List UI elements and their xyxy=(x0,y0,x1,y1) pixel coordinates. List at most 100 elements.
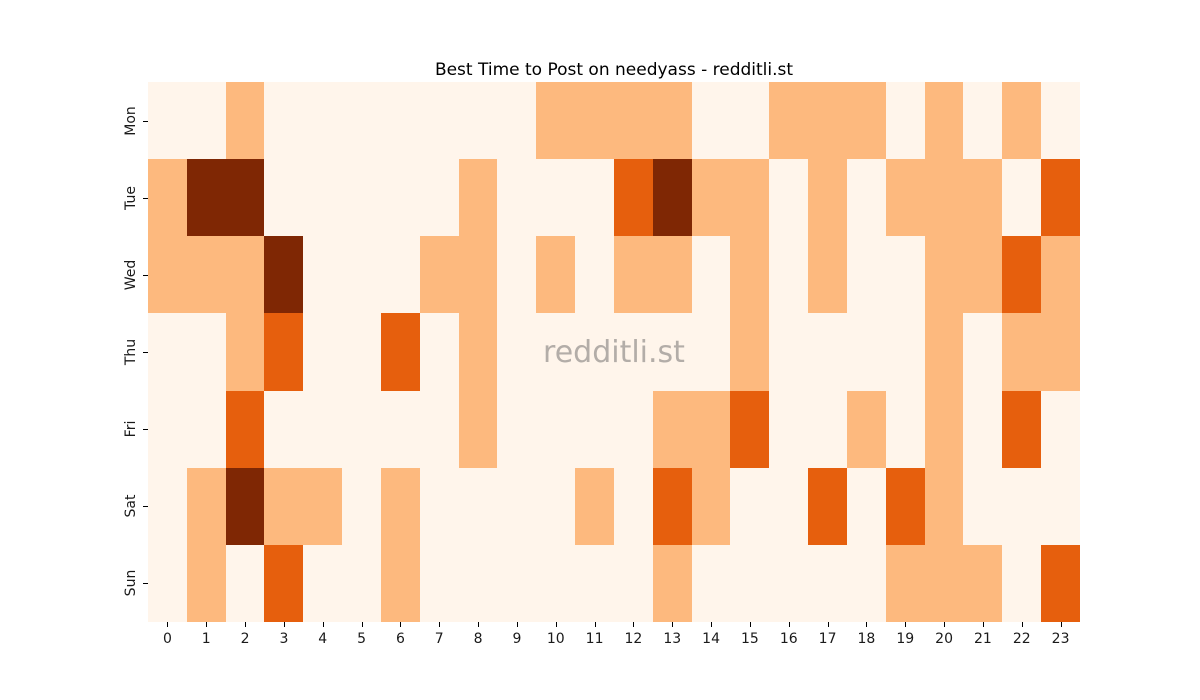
heatmap-cell xyxy=(380,159,420,237)
heatmap-cell xyxy=(264,236,304,314)
heatmap-cell xyxy=(924,159,964,237)
heatmap-cell xyxy=(497,236,537,314)
x-axis-tick xyxy=(1060,622,1062,627)
x-axis-tick xyxy=(322,622,324,627)
x-axis-tick xyxy=(711,622,713,627)
heatmap-cell xyxy=(419,390,459,468)
x-tick-label: 18 xyxy=(857,631,876,647)
heatmap-cell xyxy=(497,313,537,391)
x-axis-tick xyxy=(516,622,518,627)
heatmap-cell xyxy=(769,82,809,160)
heatmap-cell xyxy=(613,82,653,160)
heatmap-cell xyxy=(380,82,420,160)
x-tick-label: 13 xyxy=(663,631,682,647)
heatmap-cell xyxy=(575,313,614,391)
y-tick-label: Thu xyxy=(123,338,139,366)
y-axis-tick xyxy=(143,352,148,353)
heatmap-cell xyxy=(730,236,770,314)
heatmap-cell xyxy=(264,467,304,545)
y-tick-label: Fri xyxy=(123,420,139,438)
heatmap-cell xyxy=(536,82,576,160)
x-tick-label: 10 xyxy=(546,631,565,647)
heatmap-cell xyxy=(846,159,886,237)
x-tick-label: 5 xyxy=(357,631,367,647)
heatmap-cell xyxy=(769,159,809,237)
heatmap-cell xyxy=(846,544,886,622)
heatmap-cell xyxy=(885,467,925,545)
heatmap-cell xyxy=(808,544,847,622)
heatmap-cell xyxy=(575,467,614,545)
heatmap-cell xyxy=(652,159,692,237)
x-tick-label: 11 xyxy=(585,631,604,647)
heatmap-cell xyxy=(419,544,459,622)
heatmap-cell xyxy=(1002,236,1042,314)
x-tick-label: 14 xyxy=(702,631,720,647)
x-axis-tick xyxy=(594,622,596,627)
heatmap-cell xyxy=(613,467,653,545)
x-tick-label: 22 xyxy=(1012,631,1031,647)
x-axis-tick xyxy=(633,622,635,627)
heatmap-cell xyxy=(148,313,187,391)
heatmap-cell xyxy=(1041,467,1080,545)
heatmap-cell xyxy=(186,313,226,391)
heatmap-cell xyxy=(691,467,731,545)
heatmap-cell xyxy=(536,313,576,391)
x-tick-label: 16 xyxy=(779,631,798,647)
heatmap-cell xyxy=(846,467,886,545)
heatmap-cell xyxy=(225,313,265,391)
heatmap-cell xyxy=(186,390,226,468)
heatmap-cell xyxy=(885,159,925,237)
heatmap-cell xyxy=(419,467,459,545)
x-axis-tick xyxy=(245,622,247,627)
heatmap-cell xyxy=(380,390,420,468)
heatmap-cell xyxy=(342,467,381,545)
heatmap-cell xyxy=(808,82,847,160)
heatmap-cell xyxy=(148,467,187,545)
heatmap-cell xyxy=(963,82,1003,160)
x-tick-label: 0 xyxy=(162,631,172,647)
x-axis-tick xyxy=(982,622,984,627)
heatmap-cell xyxy=(303,82,343,160)
heatmap-cell xyxy=(652,313,692,391)
y-axis-tick xyxy=(143,274,148,276)
heatmap-cell xyxy=(536,236,576,314)
heatmap-cell xyxy=(1002,467,1042,545)
x-axis-tick xyxy=(788,622,790,627)
heatmap-cell xyxy=(303,236,343,314)
heatmap-cell xyxy=(1002,82,1042,160)
heatmap-cell xyxy=(730,390,770,468)
heatmap-cell xyxy=(963,159,1003,237)
x-axis-tick xyxy=(944,622,946,627)
heatmap-cell xyxy=(963,467,1003,545)
heatmap-cell xyxy=(575,236,614,314)
x-axis-tick xyxy=(905,622,907,627)
heatmap-plot: redditli.st xyxy=(148,82,1080,622)
heatmap-cell xyxy=(885,313,925,391)
heatmap-cell xyxy=(303,313,343,391)
y-tick-label: Wed xyxy=(123,259,139,291)
heatmap-cell xyxy=(963,544,1003,622)
y-axis-tick xyxy=(143,429,148,431)
x-axis-tick xyxy=(283,622,285,627)
heatmap-cell xyxy=(303,159,343,237)
heatmap-cell xyxy=(924,236,964,314)
chart-title: Best Time to Post on needyass - redditli… xyxy=(434,60,794,80)
heatmap-cell xyxy=(536,544,576,622)
x-axis-tick xyxy=(439,622,441,627)
heatmap-cell xyxy=(730,544,770,622)
heatmap-cell xyxy=(264,313,304,391)
heatmap-cell xyxy=(186,467,226,545)
heatmap-cell xyxy=(497,159,537,237)
x-axis-tick xyxy=(206,622,208,627)
heatmap-cell xyxy=(730,159,770,237)
heatmap-cell xyxy=(613,390,653,468)
heatmap-cell xyxy=(885,544,925,622)
heatmap-cell xyxy=(148,159,187,237)
heatmap-cell xyxy=(575,82,614,160)
heatmap-cell xyxy=(613,544,653,622)
heatmap-cell xyxy=(458,544,498,622)
heatmap-cell xyxy=(148,82,187,160)
heatmap-cell xyxy=(225,236,265,314)
heatmap-cell xyxy=(342,159,381,237)
x-tick-label: 23 xyxy=(1051,631,1070,647)
